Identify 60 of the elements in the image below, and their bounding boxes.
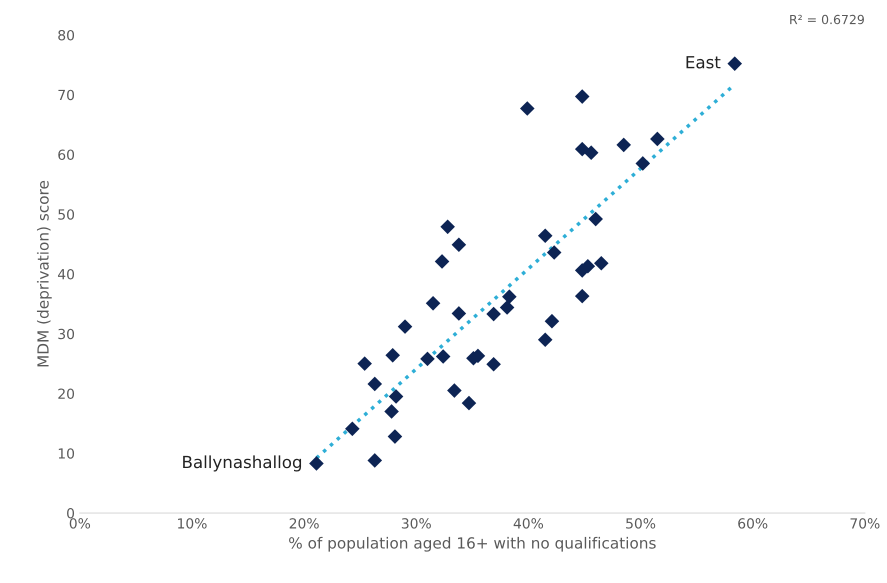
point [574,142,590,156]
point [502,289,517,304]
point [462,396,476,410]
point [357,356,372,371]
x-tick-label: 50% [626,518,656,529]
point [584,145,598,160]
y-tick-label: 80 [58,30,74,40]
x-tick-label: 0% [70,518,90,529]
point [447,383,462,398]
x-tick-label: 30% [402,518,431,529]
point [546,245,562,260]
point [345,422,360,436]
point [500,300,514,315]
point [440,220,455,234]
point [588,212,603,226]
point [384,404,399,419]
y-tick-label: 40 [58,268,74,280]
point [452,237,466,252]
x-tick-label: 60% [738,518,768,529]
point [636,156,650,171]
point [426,296,440,311]
point [436,349,450,364]
x-tick-label: 20% [290,518,319,529]
x-axis-title: % of population aged 16+ with no qualifications [289,536,656,552]
y-tick-label: 50 [58,209,74,220]
point [574,89,590,104]
point [434,254,450,269]
point [520,101,535,116]
point [574,288,590,304]
y-tick-label: 10 [58,448,74,459]
y-tick-label: 20 [58,388,74,399]
point [538,332,553,348]
point [388,389,404,404]
x-tick-label: 10% [178,518,207,529]
point [388,429,402,444]
point [309,456,324,471]
y-tick-label: 0 [67,508,74,519]
point [727,56,742,71]
text: R² = 0.6729 [790,14,864,24]
point [594,256,609,271]
point [385,348,400,363]
point [367,453,382,468]
annotation: East [686,56,720,68]
y-axis-title: MDM (deprivation) score [36,180,52,366]
point [544,314,560,328]
annotation: Ballynashallog [183,455,302,472]
point [486,306,501,322]
point [486,356,501,372]
y-tick-label: 70 [58,90,74,100]
point [538,228,553,244]
point [367,376,382,392]
point [650,132,665,146]
point [452,306,466,321]
y-tick-label: 30 [58,328,74,340]
x-tick-label: 40% [514,518,544,529]
x-tick-label: 70% [850,518,880,529]
point [398,319,412,334]
y-tick-label: 60 [58,149,74,160]
point [420,352,435,366]
point [616,138,632,152]
